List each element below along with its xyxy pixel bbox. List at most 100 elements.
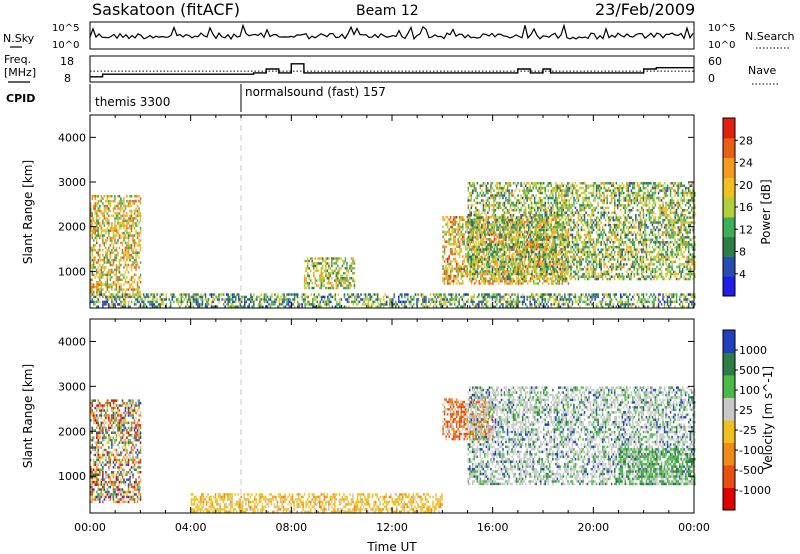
powerCells-cell — [553, 228, 556, 232]
powerCells-cell — [115, 204, 118, 208]
powerCells-cell — [108, 224, 110, 227]
powerCells-cell — [500, 214, 503, 217]
powerCells-cell — [118, 268, 121, 272]
powerCells-cell — [529, 235, 532, 239]
powerCells-cell — [618, 226, 620, 229]
powerCells-cell — [642, 199, 645, 202]
powerCells-cell — [518, 211, 521, 214]
powerCells-cell — [118, 234, 121, 237]
powerCells-cell — [486, 267, 488, 271]
powerCells-cell — [600, 258, 602, 261]
powerCells-cell — [614, 199, 616, 202]
powerCells-cell — [455, 245, 458, 248]
powerCells-cell — [502, 260, 504, 264]
powerCells-cell — [629, 194, 631, 197]
powerCells-cell — [549, 255, 551, 259]
powerCells-cell — [533, 255, 536, 259]
powerCells-cell — [564, 253, 566, 256]
powerCells-cell — [523, 260, 526, 263]
powerCells-cell — [502, 253, 504, 256]
powerCells-cell — [545, 245, 547, 248]
powerCells-cell — [94, 212, 96, 215]
powerCells-cell — [520, 272, 522, 276]
powerCells-cell — [585, 243, 587, 246]
powerCells-cell — [552, 204, 554, 207]
powerCells-cell — [623, 241, 625, 244]
powerCells-cell — [121, 278, 124, 281]
powerCells-cell — [458, 220, 461, 224]
powerCells-cell — [574, 245, 577, 249]
powerCells-cell — [502, 221, 504, 224]
powerCells-cell — [571, 258, 574, 261]
powerCells-cell — [520, 236, 522, 239]
powerCells-cell — [100, 229, 103, 232]
powerCells-cell — [525, 279, 527, 283]
powerCells-cell — [352, 277, 354, 280]
powerCells-cell — [499, 196, 501, 200]
powerCells-cell — [133, 281, 136, 284]
powerCells-cell — [529, 226, 531, 229]
powerCells-cell — [133, 261, 136, 264]
powerCells-cell — [580, 248, 583, 251]
powerCells-cell — [573, 228, 575, 232]
powerCells-cell — [518, 199, 521, 202]
powerCells-cell — [103, 207, 106, 210]
powerCells-cell — [90, 261, 92, 264]
powerCells-cell — [94, 256, 96, 259]
powerCells-cell — [545, 272, 547, 275]
powerCells-cell — [565, 268, 568, 271]
powerCells-cell — [629, 238, 631, 241]
powerCells-cell — [615, 216, 617, 219]
powerCells-cell — [103, 217, 106, 220]
powerCells-cell — [552, 238, 554, 241]
freq-series — [90, 63, 694, 78]
powerCells-cell — [577, 236, 580, 239]
powerCells-cell — [615, 272, 617, 276]
powerCells-cell — [474, 245, 476, 248]
powerCells-cell — [626, 189, 628, 192]
powerCells-cell — [562, 184, 565, 187]
powerCells-cell — [508, 233, 510, 237]
powerCells-cell — [340, 257, 342, 260]
powerCells-cell — [332, 257, 335, 260]
powerCells-cell — [127, 231, 130, 235]
powerCells-cell — [620, 191, 622, 195]
powerCells-cell — [328, 257, 330, 260]
powerCells-cell — [521, 260, 524, 264]
powerCells-cell — [90, 229, 92, 232]
powerCells-cell — [592, 191, 595, 195]
powerCells-cell — [493, 228, 495, 232]
powerCells-cell — [541, 245, 543, 249]
powerCells-cell — [598, 228, 601, 232]
powerCells-cell — [532, 258, 534, 261]
powerCells-cell — [618, 275, 620, 278]
powerCells-cell — [96, 234, 98, 237]
powerCells-cell — [547, 248, 549, 251]
powerCells-cell — [553, 245, 556, 249]
powerCells-cell — [519, 265, 521, 268]
powerCells-cell — [124, 241, 127, 245]
powerCells-cell — [562, 277, 565, 281]
powerCells-cell — [610, 250, 613, 254]
powerCells-cell — [103, 241, 106, 245]
powerCells-cell — [577, 189, 580, 192]
powerCells-cell — [636, 199, 639, 202]
powerCells-cell — [498, 247, 500, 251]
powerCells-cell — [474, 274, 476, 278]
powerCells-cell — [139, 246, 142, 250]
powerCells-cell — [577, 196, 580, 200]
powerCells-cell — [487, 211, 489, 214]
powerCells-cell — [322, 257, 324, 260]
powerCells-cell — [127, 219, 130, 222]
powerCells-cell — [532, 277, 534, 281]
powerCells-cell — [606, 236, 608, 239]
powerCells-cell — [639, 226, 642, 229]
powerCells-cell — [615, 238, 617, 241]
powerCells-cell — [576, 221, 578, 224]
powerCells-cell — [115, 278, 118, 281]
powerCells-cell — [566, 255, 568, 258]
powerCells-cell — [488, 268, 491, 271]
powerCells-cell — [477, 272, 479, 275]
powerCells-cell — [472, 221, 474, 224]
powerCells-cell — [106, 271, 109, 274]
